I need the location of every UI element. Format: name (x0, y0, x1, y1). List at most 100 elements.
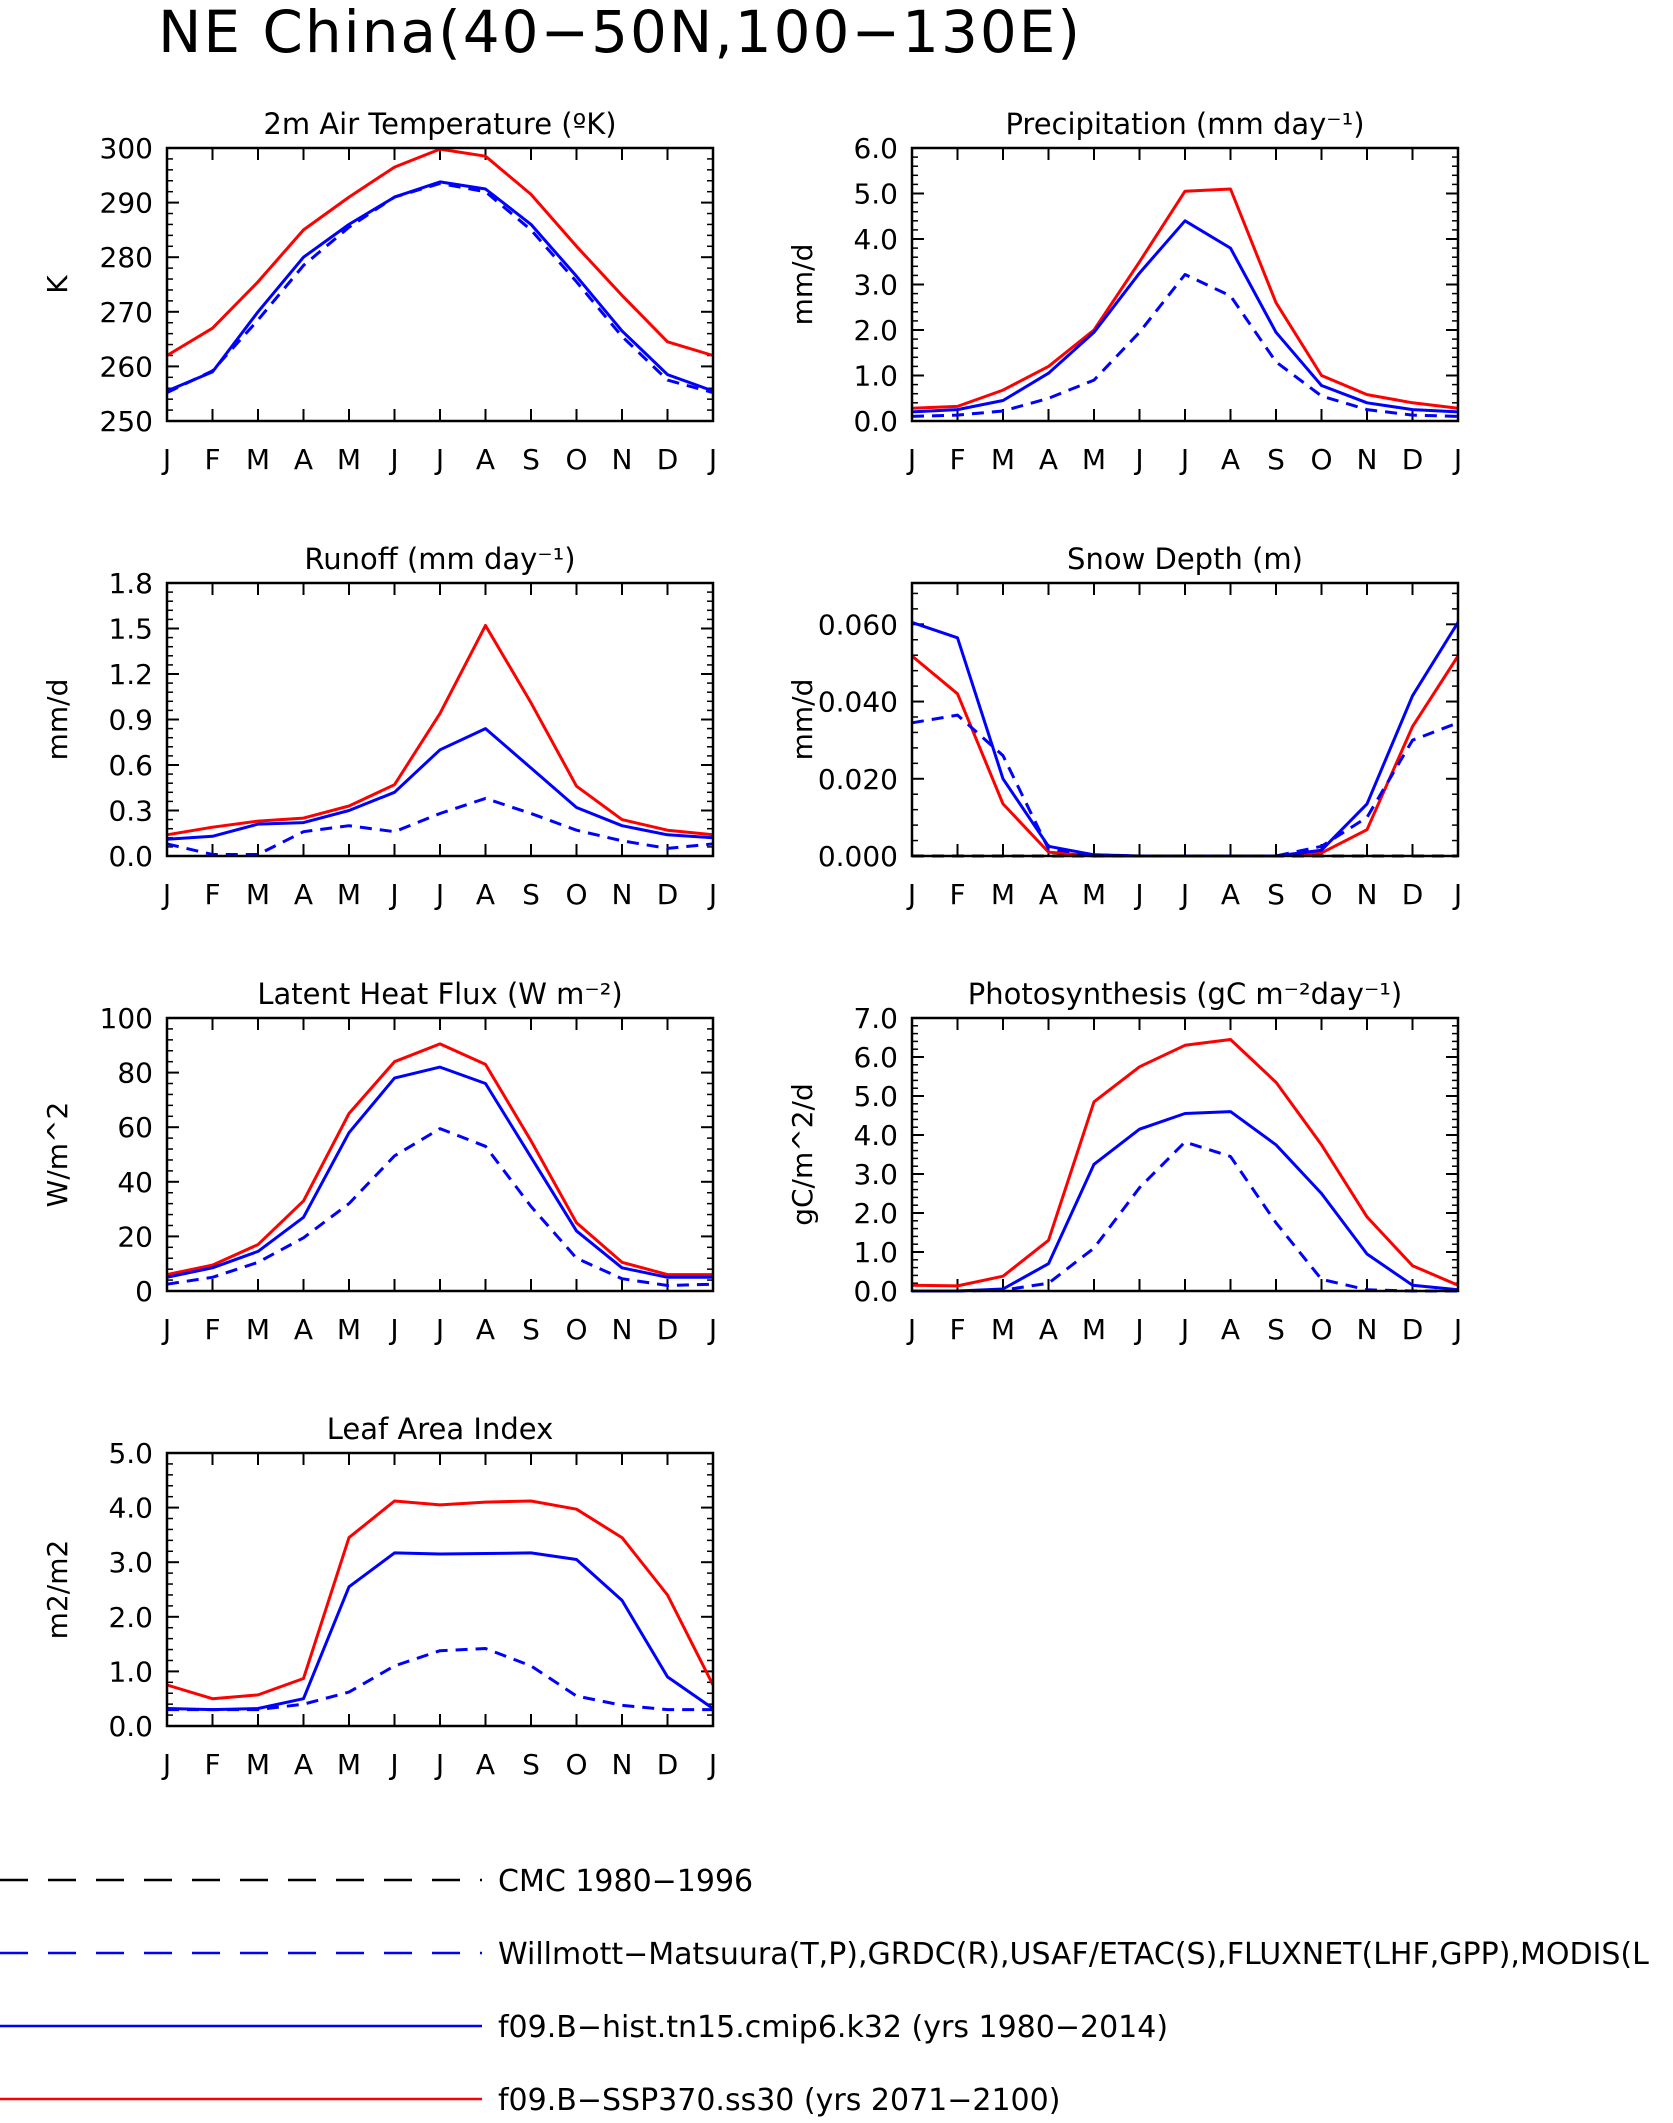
x-tick-label: S (522, 1313, 540, 1346)
plot-frame (910, 1016, 1460, 1293)
x-tick-label: F (204, 443, 220, 476)
legend-label: CMC 1980−1996 (498, 1864, 753, 1899)
x-tick-label: S (1267, 443, 1285, 476)
series-line-1 (911, 1038, 1459, 1288)
x-tick-label: J (707, 1313, 717, 1346)
x-tick-label: S (522, 443, 540, 476)
y-tick-label: 4.0 (853, 1119, 898, 1152)
x-tick-label: N (612, 443, 633, 476)
x-tick-label: J (388, 1748, 398, 1781)
x-tick-label: F (204, 1313, 220, 1346)
y-tick-label: 1.5 (108, 613, 153, 646)
y-tick-label: 5.0 (108, 1437, 153, 1470)
x-tick-label: J (1133, 443, 1143, 476)
y-tick-label: 260 (100, 350, 153, 383)
y-tick-label: 0.0 (108, 840, 153, 873)
y-tick-label: 250 (100, 405, 153, 438)
chart-title: Photosynthesis (gC m⁻²day⁻¹) (968, 977, 1402, 1011)
x-tick-label: J (1452, 443, 1462, 476)
x-tick-label: M (246, 878, 270, 911)
x-tick-label: J (388, 878, 398, 911)
y-tick-label: 1.0 (853, 1236, 898, 1269)
x-tick-label: M (1082, 878, 1106, 911)
x-tick-label: M (246, 443, 270, 476)
legend-label: Willmott−Matsuura(T,P),GRDC(R),USAF/ETAC… (498, 1937, 1649, 1972)
legend: CMC 1980−1996 Willmott−Matsuura(T,P),GRDC… (0, 1864, 1649, 2118)
y-tick-label: 40 (117, 1166, 153, 1199)
series-line-1 (911, 654, 1460, 858)
chart-panel-6: Photosynthesis (gC m⁻²day⁻¹) gC/m^2/d 0.0 1… (786, 977, 1462, 1346)
y-tick-label: 6.0 (853, 132, 898, 165)
x-tick-label: M (337, 1313, 361, 1346)
x-tick-label: J (707, 878, 717, 911)
x-tick-label: D (657, 443, 679, 476)
series-line-3 (167, 1647, 713, 1712)
y-tick-label: 0.000 (818, 840, 898, 873)
x-tick-label: J (434, 878, 444, 911)
x-tick-label: O (565, 443, 587, 476)
x-tick-label: N (612, 1748, 633, 1781)
x-tick-label: A (1039, 878, 1058, 911)
legend-item: f09.B−hist.tn15.cmip6.k32 (yrs 1980−2014… (0, 2010, 1168, 2045)
x-tick-label: A (476, 443, 495, 476)
x-tick-label: O (1310, 878, 1332, 911)
y-tick-label: 1.2 (108, 658, 153, 691)
chart-title: Precipitation (mm day⁻¹) (1005, 107, 1364, 141)
x-tick-label: F (949, 878, 965, 911)
y-tick-label: 0.0 (108, 1710, 153, 1743)
chart-title: Leaf Area Index (327, 1412, 553, 1446)
x-tick-label: M (991, 443, 1015, 476)
x-tick-label: J (161, 1748, 171, 1781)
y-tick-label: 1.0 (853, 360, 898, 393)
y-tick-label: 0.0 (853, 405, 898, 438)
series-line-1 (166, 624, 714, 837)
x-tick-label: J (161, 443, 171, 476)
x-tick-label: D (1402, 1313, 1424, 1346)
x-tick-label: A (476, 1313, 495, 1346)
x-tick-label: D (657, 1748, 679, 1781)
y-tick-label: 0.060 (818, 608, 898, 641)
y-tick-label: 280 (100, 241, 153, 274)
series-line-2 (166, 727, 714, 841)
y-axis-label: mm/d (41, 679, 74, 761)
plot-frame (165, 146, 715, 423)
y-tick-label: 0.0 (853, 1275, 898, 1308)
plot-frame (165, 1016, 715, 1293)
figure-title: NE China(40−50N,100−130E) (158, 0, 1082, 66)
x-tick-label: M (991, 878, 1015, 911)
series-line-3 (912, 1140, 1458, 1293)
x-tick-label: D (1402, 443, 1424, 476)
x-tick-label: J (161, 878, 171, 911)
x-tick-label: J (707, 443, 717, 476)
legend-item: Willmott−Matsuura(T,P),GRDC(R),USAF/ETAC… (0, 1937, 1649, 1972)
x-tick-label: D (657, 878, 679, 911)
x-tick-label: A (476, 878, 495, 911)
x-tick-label: A (476, 1748, 495, 1781)
x-tick-label: S (522, 878, 540, 911)
x-tick-label: F (949, 1313, 965, 1346)
series-line-2 (911, 219, 1459, 414)
x-tick-label: A (1221, 443, 1240, 476)
y-tick-label: 4.0 (853, 223, 898, 256)
x-tick-label: A (1221, 1313, 1240, 1346)
legend-label: f09.B−hist.tn15.cmip6.k32 (yrs 1980−2014… (498, 2010, 1168, 2045)
y-tick-label: 2.0 (108, 1601, 153, 1634)
y-tick-label: 0.020 (818, 763, 898, 796)
y-axis-label: m2/m2 (41, 1540, 74, 1640)
chart-title: Runoff (mm day⁻¹) (304, 542, 575, 576)
x-tick-label: M (337, 878, 361, 911)
y-tick-label: 4.0 (108, 1492, 153, 1525)
x-tick-label: J (1133, 1313, 1143, 1346)
y-tick-label: 3.0 (108, 1546, 153, 1579)
y-axis-label: K (41, 275, 74, 294)
x-tick-label: J (161, 1313, 171, 1346)
x-tick-label: J (434, 443, 444, 476)
y-tick-label: 20 (117, 1220, 153, 1253)
y-tick-label: 300 (100, 132, 153, 165)
series-line-2 (912, 1110, 1459, 1293)
y-tick-label: 1.8 (108, 567, 153, 600)
x-tick-label: J (434, 1313, 444, 1346)
series-line-2 (166, 1065, 713, 1279)
plot-frame (910, 581, 1460, 858)
